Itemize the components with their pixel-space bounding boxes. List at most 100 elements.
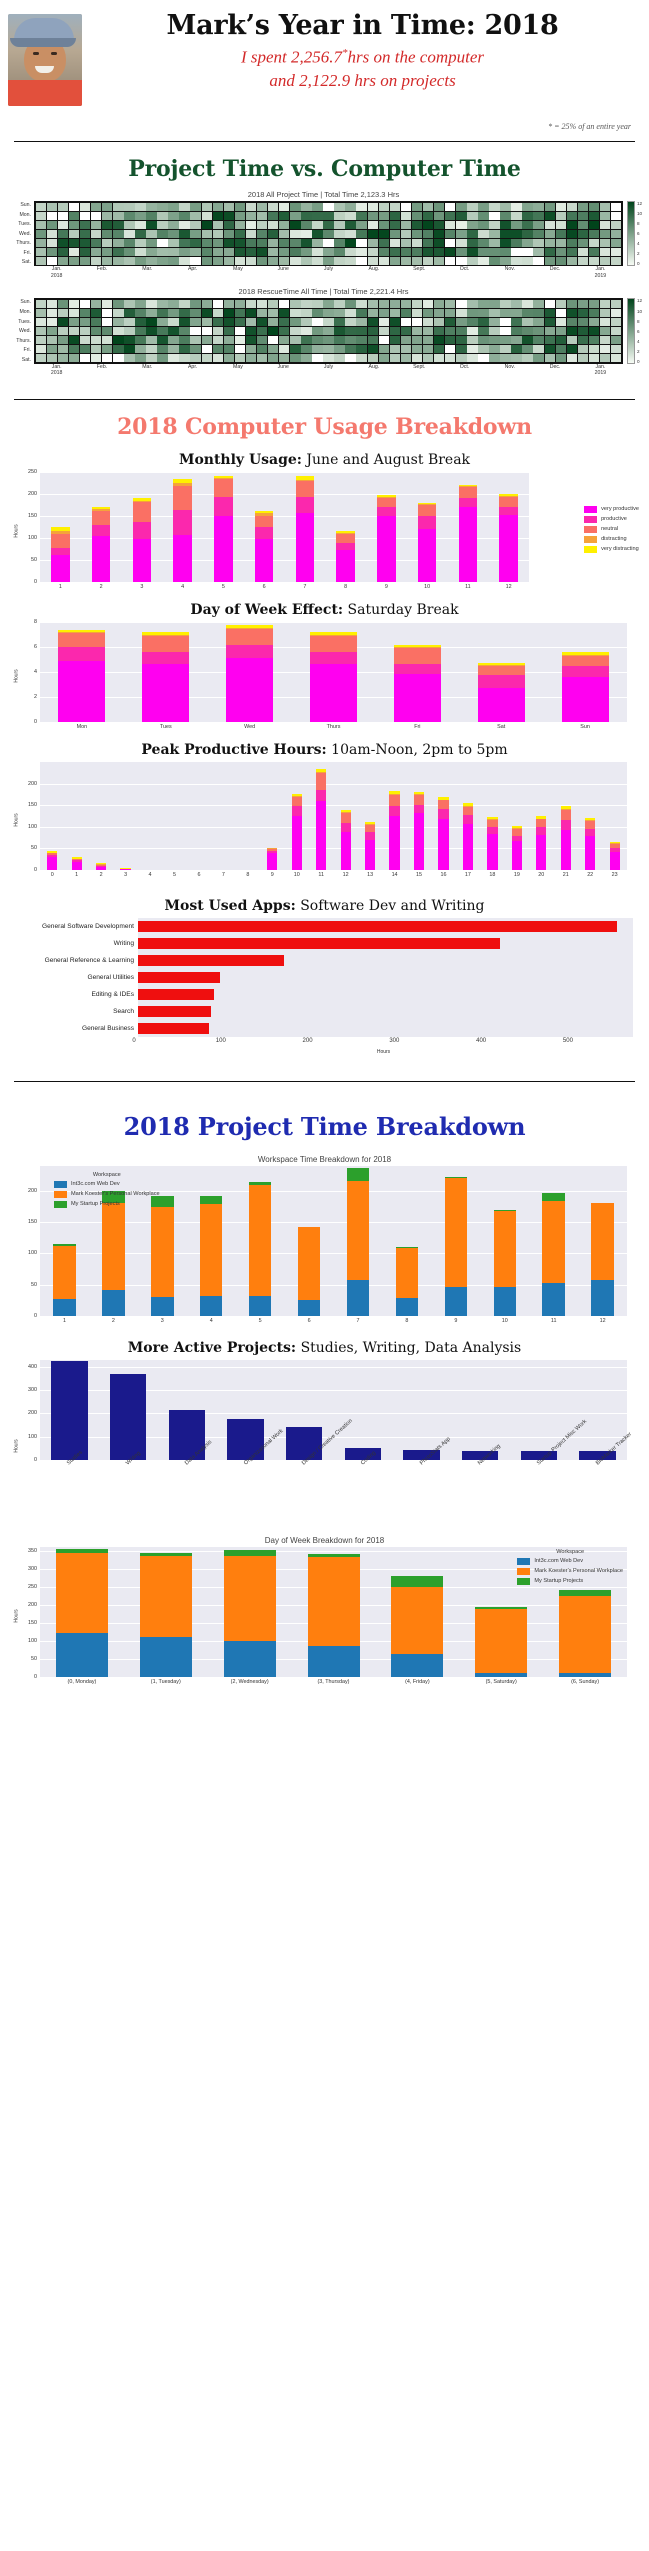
heatmap-cell: [566, 345, 578, 354]
heatmap-month-label: July: [323, 266, 334, 273]
bar: [132, 498, 152, 582]
heatmap-cell: [201, 211, 213, 220]
heatmap-cell: [433, 353, 445, 363]
heatmap-project-time-title: 2018 All Project Time | Total Time 2,123…: [247, 190, 400, 199]
bar-group: [285, 472, 326, 582]
heatmap-cell: [444, 202, 456, 211]
heatmap-cell: [478, 256, 489, 265]
heatmap-cell: [256, 336, 268, 345]
heatmap-cell: [422, 256, 434, 265]
heatmap-cell: [566, 247, 578, 256]
heatmap-cell: [90, 353, 102, 363]
heatmap-cell: [478, 202, 489, 211]
heatmap-cell: [378, 336, 390, 345]
heatmap-cell: [267, 256, 279, 265]
bar-segment: [391, 1653, 444, 1677]
bar: [462, 1450, 499, 1460]
heatmap-cell: [124, 247, 135, 256]
bar-segment: [413, 794, 425, 796]
y-axis-tick: 350: [28, 1547, 37, 1554]
bar-segment: [142, 635, 190, 652]
heatmap-cell: [400, 327, 412, 336]
bar-group: [456, 762, 480, 870]
y-axis-tick: 200: [28, 490, 37, 497]
bar-segment: [591, 1279, 614, 1316]
heatmap-cell: [57, 256, 69, 265]
bar: [477, 662, 525, 722]
heatmap-cell: [101, 247, 113, 256]
x-axis-tick: 2: [99, 871, 103, 878]
heatmap-cell: [201, 336, 213, 345]
heatmap-cell: [400, 353, 412, 363]
legend-swatch: [584, 505, 598, 513]
legend-item: very productive: [584, 505, 639, 513]
heatmap-cell: [500, 247, 511, 256]
heatmap-cell: [46, 247, 58, 256]
heatmap-cell: [290, 211, 301, 220]
hbar-fill: [138, 1022, 210, 1034]
heatmap-cell: [389, 202, 401, 211]
heatmap-cell: [124, 327, 135, 336]
colorbar-tick: 4: [637, 241, 640, 247]
x-axis-tick: 10: [293, 871, 300, 878]
day-of-week-breakdown-chart: 0 50 100 150 200 250 300 350 Hours (0, Monday)(…: [14, 1546, 627, 1685]
heatmap-cell: [411, 256, 423, 265]
bar-segment: [511, 826, 522, 829]
heatmap-month-label: Jan. 2018: [50, 266, 63, 279]
heatmap-cell: [544, 345, 556, 354]
bar-segment: [71, 859, 82, 861]
heatmap-month-label: Oct.: [459, 266, 470, 273]
heatmap-cell: [179, 247, 190, 256]
chart-title-peak-productive-hours: Peak Productive Hours: 10am-Noon, 2pm to…: [0, 742, 649, 758]
legend-item: Mark Koester's Personal Workplace: [517, 1567, 623, 1575]
heatmap-cell: [334, 238, 345, 247]
bar-segment: [444, 1177, 468, 1178]
heatmap-cell: [334, 309, 345, 318]
x-axis-tick: (0, Monday): [67, 1678, 97, 1685]
bar: [47, 851, 58, 870]
heatmap-cell: [433, 336, 445, 345]
heatmap-cell: [334, 300, 345, 309]
heatmap-cell: [500, 220, 511, 229]
bar-segment: [389, 816, 400, 870]
bar-segment: [499, 497, 518, 507]
heatmap-month-label: Mar.: [142, 363, 153, 370]
heatmap-day-label: Wed.: [18, 328, 31, 335]
heatmap-month-label: June: [277, 363, 289, 370]
heatmap-cell: [555, 220, 567, 229]
section-title-project-time: 2018 Project Time Breakdown: [123, 1111, 526, 1141]
heatmap-cell: [456, 256, 467, 265]
heatmap-cell: [223, 256, 235, 265]
heatmap-cell: [334, 336, 345, 345]
bar-segment: [477, 662, 525, 666]
bar: [173, 479, 192, 582]
heatmap-cell: [35, 318, 47, 327]
bar-group: [275, 1360, 334, 1460]
legend-label: Mark Koester's Personal Workplace: [71, 1191, 160, 1198]
bar-segment: [96, 864, 107, 866]
legend-swatch: [584, 545, 598, 553]
heatmap-cell: [544, 353, 556, 363]
bar-segment: [96, 863, 107, 865]
heatmap-cell: [57, 318, 69, 327]
heatmap-cell: [367, 211, 378, 220]
table-row: General Reference & Learning: [6, 951, 633, 969]
bar-segment: [477, 688, 525, 722]
heatmap-cell: [312, 229, 323, 238]
bar-segment: [71, 860, 82, 862]
colorbar-tick: 10: [637, 211, 643, 217]
heatmap-cell: [367, 300, 378, 309]
heatmap-cell: [378, 327, 390, 336]
x-axis-tick: 3: [160, 1317, 164, 1324]
header-subtitle: I spent 2,256.7*hrs on the computer and …: [100, 46, 625, 93]
heatmap-cell: [157, 229, 168, 238]
bar: [295, 476, 315, 582]
heatmap-cell: [323, 247, 334, 256]
bar: [227, 1419, 264, 1460]
heatmap-month-label: May: [233, 266, 243, 273]
heatmap-cell: [135, 229, 146, 238]
heatmap-cell: [245, 238, 257, 247]
heatmap-cell: [256, 256, 268, 265]
heatmap-cell: [489, 327, 500, 336]
bar: [499, 494, 518, 582]
